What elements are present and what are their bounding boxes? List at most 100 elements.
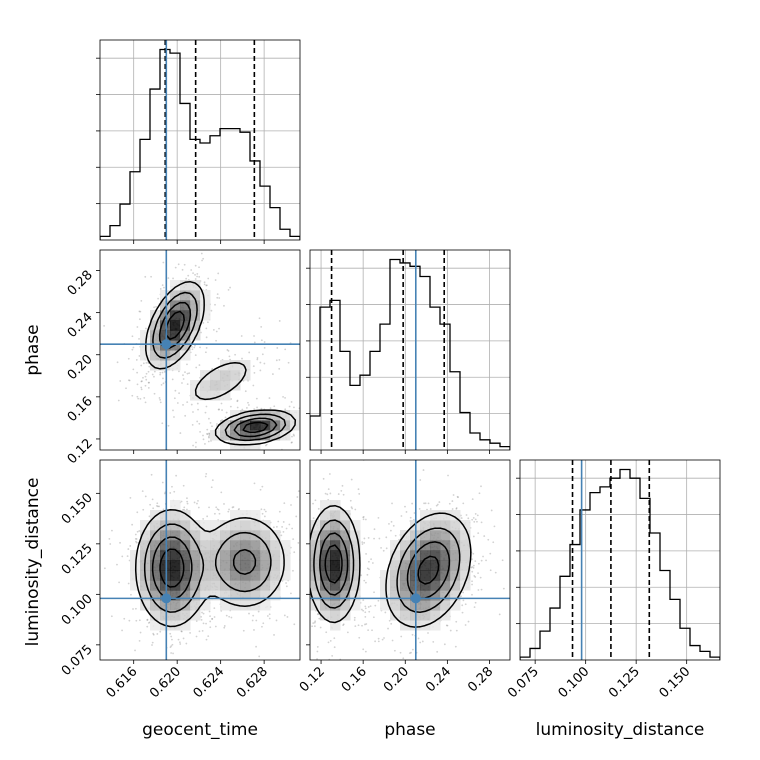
density-cell (330, 510, 341, 521)
sample-point (258, 655, 261, 658)
sample-point (295, 582, 297, 584)
sample-point (158, 397, 161, 399)
sample-point (269, 407, 272, 410)
sample-point (362, 609, 365, 612)
sample-point (263, 508, 266, 511)
sample-point (305, 595, 307, 597)
density-cell (160, 510, 171, 521)
sample-point (493, 525, 496, 528)
density-cell (420, 610, 431, 621)
sample-point (365, 553, 367, 555)
sample-point (419, 479, 422, 481)
sample-point (319, 626, 322, 629)
sample-point (411, 502, 414, 505)
sample-point (361, 541, 364, 544)
sample-point (242, 629, 245, 632)
density-cell (210, 380, 221, 391)
ytick-label-phase: 0.16 (65, 394, 96, 425)
xtick-label-phase: 0.20 (381, 664, 412, 695)
sample-point (228, 355, 231, 358)
density-cell (340, 570, 351, 581)
sample-point (326, 493, 329, 496)
sample-point (473, 606, 476, 609)
density-cell (150, 560, 161, 571)
density-cell (240, 550, 251, 561)
sample-point (278, 367, 281, 370)
density-cell (190, 300, 201, 311)
sample-point (132, 346, 135, 349)
sample-point (214, 625, 217, 628)
density-cell (260, 410, 271, 421)
sample-point (461, 611, 464, 614)
sample-point (302, 528, 304, 530)
sample-point (390, 622, 393, 625)
sample-point (159, 401, 162, 404)
density-cell (420, 530, 431, 541)
sample-point (208, 435, 210, 438)
sample-point (393, 649, 396, 652)
sample-point (464, 624, 467, 626)
sample-point (228, 508, 230, 511)
sample-point (418, 507, 421, 510)
sample-point (139, 397, 142, 400)
sample-point (192, 444, 194, 447)
contour-level-1 (313, 519, 461, 613)
sample-point (268, 617, 271, 620)
density-cell (220, 590, 231, 601)
sample-point (182, 637, 185, 640)
density-cell (170, 550, 181, 561)
sample-point (207, 321, 209, 324)
density-cell (170, 310, 181, 321)
sample-point (302, 421, 304, 423)
sample-point (329, 639, 332, 642)
sample-point (424, 502, 427, 505)
sample-point (485, 559, 487, 562)
sample-point (147, 622, 150, 624)
density-cell (190, 600, 201, 611)
sample-point (226, 349, 229, 351)
sample-point (342, 493, 345, 496)
sample-point (292, 524, 294, 526)
xlabel-luminosity_distance: luminosity_distance (536, 720, 705, 740)
sample-point (149, 503, 152, 506)
sample-point (256, 358, 259, 361)
sample-point (159, 288, 162, 290)
sample-point (293, 527, 295, 529)
density-cell (240, 570, 251, 581)
sample-point (350, 478, 353, 481)
sample-point (185, 277, 188, 280)
sample-point (452, 494, 455, 496)
sample-point (472, 564, 475, 567)
density-cell (330, 620, 341, 631)
sample-point (178, 392, 180, 395)
sample-point (278, 510, 281, 513)
sample-point (153, 392, 156, 395)
sample-point (480, 485, 482, 488)
sample-point (136, 530, 139, 533)
density-cell (180, 550, 191, 561)
sample-point (480, 559, 483, 562)
sample-point (301, 628, 303, 630)
density-cell (450, 550, 461, 561)
sample-point (283, 614, 286, 617)
sample-point (457, 496, 459, 499)
sample-point (134, 533, 137, 536)
sample-point (472, 535, 475, 538)
sample-point (208, 432, 210, 435)
sample-point (182, 374, 184, 377)
sample-point (467, 517, 470, 520)
sample-point (138, 355, 141, 357)
density-cell (270, 590, 281, 601)
sample-point (387, 627, 389, 630)
sample-point (190, 403, 193, 406)
sample-point (214, 451, 216, 453)
sample-point (454, 645, 457, 648)
sample-point (202, 434, 204, 437)
sample-point (216, 423, 218, 425)
sample-point (385, 536, 388, 539)
density-cell (330, 520, 341, 531)
sample-point (218, 327, 220, 330)
sample-point (284, 397, 286, 399)
sample-point (201, 629, 204, 632)
truth-marker (410, 593, 421, 604)
